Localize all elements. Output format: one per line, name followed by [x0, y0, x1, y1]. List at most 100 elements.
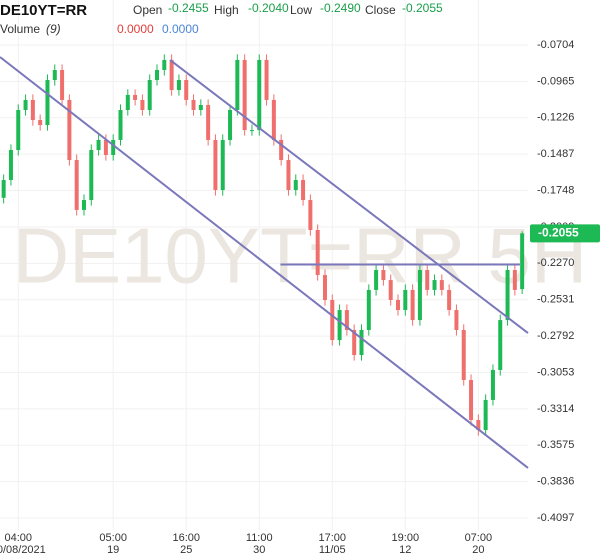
candle-body — [67, 99, 72, 161]
candle-body — [308, 200, 313, 231]
candle-body — [81, 200, 86, 210]
candle-body — [89, 149, 94, 201]
candle-body — [454, 310, 459, 330]
candle-body — [213, 139, 218, 191]
candle-body — [206, 104, 211, 140]
candle-body — [60, 69, 65, 100]
price-tag — [530, 224, 600, 243]
y-tick-label: -0.3575 — [537, 439, 574, 451]
candle-body — [257, 59, 262, 131]
candle-body — [1, 179, 6, 198]
y-tick-label: -0.2531 — [537, 294, 574, 306]
candle-body — [330, 299, 335, 340]
candle-body — [279, 139, 284, 161]
candle-body — [96, 139, 101, 150]
candle-body — [118, 109, 123, 140]
candle-body — [133, 94, 138, 100]
candle-body — [520, 233, 525, 290]
low-value: -0.2490 — [320, 1, 361, 15]
candle-body — [505, 270, 510, 321]
candle-body — [483, 399, 488, 431]
candle-body — [45, 80, 50, 126]
candle-body — [432, 280, 437, 290]
candle-body — [228, 109, 233, 140]
candle-body — [249, 130, 254, 132]
close-label: Close — [365, 3, 396, 17]
x-tick-label: 17:00 — [319, 532, 347, 544]
candle-body — [388, 280, 393, 300]
y-tick-label: -0.0704 — [537, 39, 574, 51]
candle-body — [169, 59, 174, 91]
candle-body — [235, 59, 240, 110]
candle-body — [337, 310, 342, 340]
candle-body — [191, 99, 196, 110]
candle-body — [403, 289, 408, 311]
x-tick-label: 19:00 — [392, 532, 420, 544]
volume-label: Volume — [0, 22, 40, 36]
candle-body — [396, 299, 401, 311]
candle-body — [125, 94, 130, 110]
open-value: -0.2455 — [168, 1, 209, 15]
candle-body — [439, 280, 444, 290]
candle-body — [374, 270, 379, 290]
background-layer — [0, 0, 528, 530]
candle-body — [359, 329, 364, 356]
x-tick-label: 04:00 — [4, 532, 32, 544]
y-tick-label: -0.2792 — [537, 330, 574, 342]
candle-body — [38, 120, 43, 126]
x-tick-label: 05:00 — [99, 532, 127, 544]
candle-body — [381, 270, 386, 281]
y-tick-label: -0.0965 — [537, 75, 574, 87]
candle-body — [469, 380, 474, 421]
price-tag-label: -0.2055 — [538, 226, 579, 240]
candle-body — [293, 179, 298, 191]
candle-body — [366, 289, 371, 330]
high-value: -0.2040 — [248, 1, 289, 15]
candle-body — [140, 99, 145, 110]
y-tick-label: -0.3314 — [537, 403, 574, 415]
y-tick-label: -0.3053 — [537, 366, 574, 378]
candle-body — [264, 59, 269, 100]
candle-body — [103, 139, 108, 156]
y-tick-label: -0.3836 — [537, 476, 574, 488]
trendline — [0, 56, 529, 469]
candle-body — [315, 230, 320, 276]
candle-body — [176, 80, 181, 91]
candle-body — [155, 69, 160, 81]
close-value: -0.2055 — [402, 1, 443, 15]
candle-body — [461, 329, 466, 381]
trendline — [169, 59, 529, 334]
x-tick-date: 11/05 — [319, 544, 346, 556]
candle-body — [30, 99, 35, 121]
candle-body — [111, 139, 116, 156]
x-tick-label: 16:00 — [172, 532, 200, 544]
candle-body — [410, 289, 415, 321]
candle-body — [242, 59, 247, 131]
volume-value: 0.0000 — [117, 22, 154, 36]
watermark: DE10YT=RR 5H — [13, 212, 587, 300]
x-tick-date: 12 — [399, 544, 411, 556]
x-tick-date: 19 — [107, 544, 119, 556]
open-label: Open — [133, 3, 162, 17]
high-label: High — [214, 3, 239, 17]
y-tick-label: -0.1748 — [537, 184, 574, 196]
candle-body — [147, 80, 152, 110]
candle-body — [16, 109, 21, 150]
low-label: Low — [290, 3, 312, 17]
candle-body — [162, 59, 167, 70]
candle-body — [352, 329, 357, 356]
volume-period: (9) — [46, 22, 61, 36]
candle-body — [184, 80, 189, 100]
candle-body — [286, 160, 291, 191]
candle-body — [476, 420, 481, 431]
x-tick-label: 07:00 — [465, 532, 493, 544]
candle-body — [425, 270, 430, 290]
candle-body — [512, 270, 517, 290]
x-tick-date: 10/08/2021 — [0, 544, 46, 556]
candle-body — [301, 179, 306, 201]
x-tick-date: 20 — [472, 544, 484, 556]
candle-body — [417, 270, 422, 321]
candle-body — [220, 139, 225, 191]
